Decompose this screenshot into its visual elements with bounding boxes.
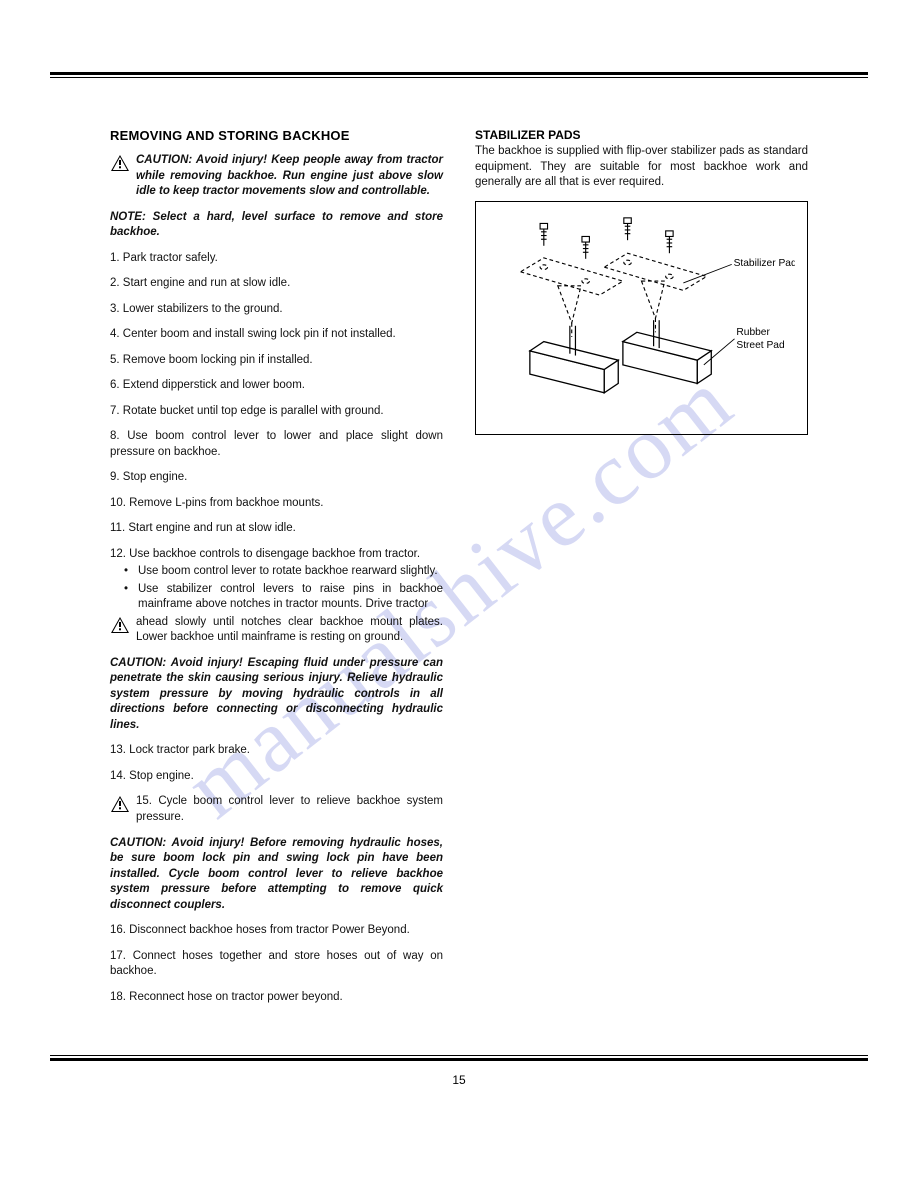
caution-1-text: CAUTION: Avoid injury! Keep people away … (136, 153, 443, 200)
steps-list-a: 1. Park tractor safely. 2. Start engine … (110, 251, 443, 537)
step-item: 6. Extend dipperstick and lower boom. (110, 378, 443, 394)
step-item: 16. Disconnect backhoe hoses from tracto… (110, 923, 443, 939)
step-item: 5. Remove boom locking pin if installed. (110, 353, 443, 369)
step-12-warn-text: ahead slowly until notches clear backhoe… (136, 615, 443, 646)
step-12-warning: ahead slowly until notches clear backhoe… (110, 615, 443, 646)
stabilizer-pad-figure: Stabilizer Pad Rubber Street Pad (475, 201, 808, 435)
top-rule (50, 72, 868, 78)
warning-icon (110, 616, 130, 639)
right-heading: STABILIZER PADS (475, 128, 808, 142)
step-item: 1. Park tractor safely. (110, 251, 443, 267)
step-12-bullets: Use boom control lever to rotate backhoe… (110, 564, 443, 613)
step-15-warning: 15. Cycle boom control lever to relieve … (110, 794, 443, 825)
page-number: 15 (40, 1073, 878, 1087)
step-item: 2. Start engine and run at slow idle. (110, 276, 443, 292)
right-column: STABILIZER PADS The backhoe is supplied … (475, 128, 808, 1015)
bullet-item: Use boom control lever to rotate backhoe… (124, 564, 443, 580)
warning-icon (110, 795, 130, 818)
step-item: 17. Connect hoses together and store hos… (110, 949, 443, 980)
left-column: REMOVING AND STORING BACKHOE CAUTION: Av… (110, 128, 443, 1015)
step-15-text: 15. Cycle boom control lever to relieve … (136, 794, 443, 825)
figure-label-street-pad: Street Pad (736, 340, 785, 351)
step-item: 9. Stop engine. (110, 470, 443, 486)
bottom-rule (50, 1055, 868, 1061)
left-heading: REMOVING AND STORING BACKHOE (110, 128, 443, 143)
note-text: NOTE: Select a hard, level surface to re… (110, 210, 443, 241)
step-item: 13. Lock tractor park brake. (110, 743, 443, 759)
right-body: The backhoe is supplied with flip-over s… (475, 144, 808, 191)
figure-label-rubber: Rubber (736, 327, 770, 338)
step-item: 7. Rotate bucket until top edge is paral… (110, 404, 443, 420)
step-item: 14. Stop engine. (110, 769, 443, 785)
steps-list-c: 16. Disconnect backhoe hoses from tracto… (110, 923, 443, 1005)
caution-2-text: CAUTION: Avoid injury! Escaping fluid un… (110, 656, 443, 734)
step-item: 10. Remove L-pins from backhoe mounts. (110, 496, 443, 512)
caution-3-text: CAUTION: Avoid injury! Before removing h… (110, 836, 443, 914)
step-item: 18. Reconnect hose on tractor power beyo… (110, 990, 443, 1006)
stabilizer-pad-svg: Stabilizer Pad Rubber Street Pad (488, 216, 795, 411)
caution-block-1: CAUTION: Avoid injury! Keep people away … (110, 153, 443, 200)
figure-label-stabilizer-pad: Stabilizer Pad (734, 258, 795, 269)
step-12-lead: 12. Use backhoe controls to disengage ba… (110, 547, 443, 563)
bullet-item: Use stabilizer control levers to raise p… (124, 582, 443, 613)
warning-icon (110, 154, 130, 177)
step-item: 3. Lower stabilizers to the ground. (110, 302, 443, 318)
steps-list-b: 13. Lock tractor park brake. 14. Stop en… (110, 743, 443, 784)
step-item: 11. Start engine and run at slow idle. (110, 521, 443, 537)
step-item: 4. Center boom and install swing lock pi… (110, 327, 443, 343)
step-item: 8. Use boom control lever to lower and p… (110, 429, 443, 460)
